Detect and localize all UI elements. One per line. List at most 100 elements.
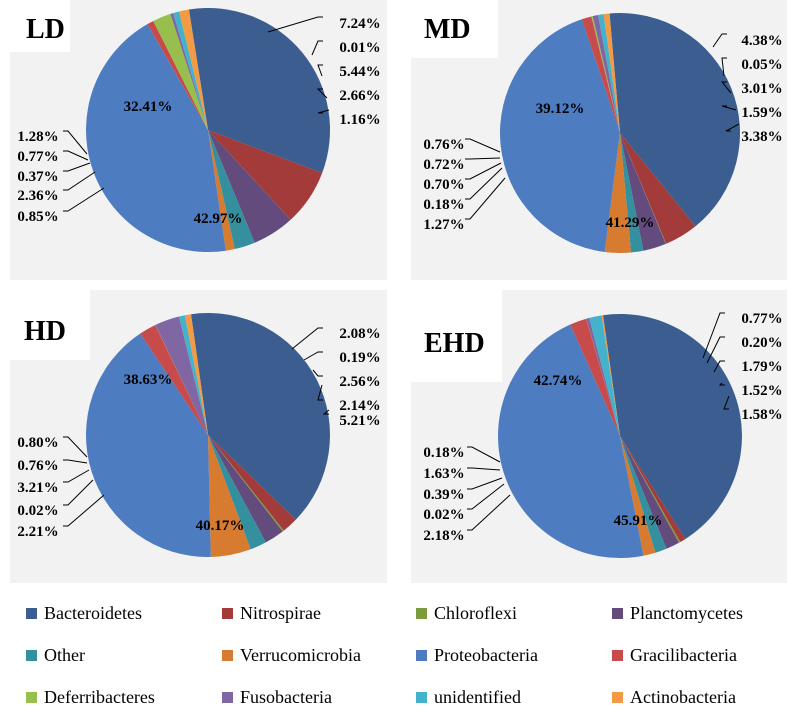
legend-swatch	[222, 650, 233, 661]
pie-slices	[498, 314, 742, 558]
pie-slice-deferribacteres	[586, 318, 620, 436]
leader-line	[291, 327, 323, 350]
slice-label-other: 2.66%	[339, 88, 380, 104]
leader-line	[322, 409, 330, 415]
pie-slice-nitrospirae	[620, 436, 686, 543]
slice-label-nitrospirae: 2.08%	[339, 326, 380, 342]
chart-title: MD	[424, 14, 471, 45]
legend-item-proteobacteria: Proteobacteria	[416, 645, 538, 665]
pie-slice-other	[208, 130, 255, 250]
leader-line	[720, 81, 732, 94]
pie-slice-fusobacteria	[155, 316, 208, 435]
leader-line	[317, 109, 330, 114]
leader-line	[311, 40, 323, 56]
pie-slice-verrucomicrobia	[620, 436, 656, 556]
legend-swatch	[222, 692, 233, 703]
pie-slice-proteobacteria	[498, 324, 644, 558]
pie-slice-gracilibacteria	[570, 318, 620, 436]
pie-slice-other	[208, 435, 266, 550]
slice-label-chloroflexi: 0.20%	[741, 335, 782, 351]
slice-label-planctomycetes: 3.01%	[741, 81, 782, 97]
legend-label: Gracilibacteria	[630, 645, 737, 665]
pie-slice-nitrospirae	[208, 130, 323, 220]
legend-item-chloroflexi: Chloroflexi	[416, 603, 517, 623]
legend-label: Deferribacteres	[44, 687, 155, 707]
pie-slice-nitrospirae	[620, 133, 696, 244]
leader-line	[718, 382, 725, 386]
leader-line	[63, 469, 90, 483]
pie-slice-actinobacteria	[179, 9, 208, 130]
legend-label: Actinobacteria	[630, 687, 736, 707]
pie-slice-verrucomicrobia	[208, 435, 251, 557]
slice-label-proteobacteria: 45.91%	[614, 513, 663, 529]
title-background	[411, 290, 502, 382]
leader-line	[63, 479, 94, 506]
pie-slice-planctomycetes	[620, 133, 666, 251]
leader-line	[725, 123, 740, 132]
pie-slice-planctomycetes	[208, 435, 283, 543]
slice-label-verrucomicrobia: 1.16%	[339, 112, 380, 128]
slice-label-other: 1.52%	[741, 383, 782, 399]
pie-slice-other	[620, 133, 644, 253]
slice-label-verrucomicrobia: 3.38%	[741, 129, 782, 145]
slice-label-gracilibacteria: 0.85%	[17, 209, 58, 225]
legend-label: Bacteroidetes	[44, 603, 142, 623]
pie-panel-hd: HD 38.63% 2.08% 0.19% 2.56% 2.14%5.21% 40.17% 2…	[10, 290, 387, 583]
title-background	[10, 0, 70, 52]
leader-line	[702, 312, 725, 359]
chart-title: LD	[26, 14, 65, 45]
pie-slice-planctomycetes	[208, 130, 291, 243]
legend-label: Verrucomicrobia	[240, 645, 361, 665]
slice-label-nitrospirae: 7.24%	[339, 16, 380, 32]
slice-labels: 39.12% 4.38% 0.05% 3.01% 1.59% 3.38% 41.29% 1.2…	[423, 33, 782, 233]
pie-slice-gracilibacteria	[581, 16, 620, 133]
pie-panel-ld: LD 32.41% 7.24% 0.01% 5.44% 2.66% 1.16% 42.97% 0…	[10, 0, 387, 280]
pie-slice-verrucomicrobia	[604, 133, 632, 254]
pie-slice-actinobacteria	[601, 315, 620, 436]
leader-line	[467, 467, 501, 471]
leader-line	[63, 187, 105, 212]
pie-slices	[85, 313, 331, 558]
slice-label-chloroflexi: 0.01%	[339, 40, 380, 56]
leader-line	[721, 57, 727, 77]
leader-line	[63, 150, 89, 161]
slice-label-verrucomicrobia: 1.58%	[741, 407, 782, 423]
leader-line	[316, 88, 328, 99]
legend: Bacteroidetes Nitrospirae Chloroflexi Planc…	[26, 603, 743, 707]
slice-label-bacteroidetes: 38.63%	[124, 372, 173, 388]
legend-label: Fusobacteria	[240, 687, 332, 707]
pie-slice-unidentified	[179, 315, 208, 435]
legend-item-fusobacteria: Fusobacteria	[222, 687, 332, 707]
leader-line	[465, 162, 502, 180]
legend-item-planctomycetes: Planctomycetes	[612, 603, 743, 623]
legend-swatch	[612, 608, 623, 619]
title-background	[10, 290, 90, 360]
legend-item-gracilibacteria: Gracilibacteria	[612, 645, 737, 665]
leader-line	[63, 494, 105, 527]
slice-label-actinobacteria: 0.76%	[423, 137, 464, 153]
pie-slice-chloroflexi	[620, 133, 667, 244]
slice-label-gracilibacteria: 2.21%	[17, 524, 58, 540]
slice-label-unidentified: 0.77%	[17, 149, 58, 165]
leader-line	[312, 369, 323, 377]
pie-slices	[499, 13, 740, 254]
slice-label-fusobacteria: 0.39%	[423, 487, 464, 503]
leader-line	[317, 64, 323, 77]
pie-slice-fusobacteria	[592, 15, 620, 133]
pie-slice-chloroflexi	[208, 130, 291, 220]
slice-label-proteobacteria: 40.17%	[196, 518, 245, 534]
pie-slice-fusobacteria	[170, 13, 208, 130]
pie-slice-bacteroidetes	[609, 13, 740, 227]
legend-label: Other	[44, 645, 85, 665]
leader-line	[465, 167, 503, 200]
pie-panel-md: MD 39.12% 4.38% 0.05% 3.01% 1.59% 3.38% 41.29% 1…	[411, 0, 787, 280]
legend-swatch	[612, 692, 623, 703]
leader-line	[723, 395, 730, 410]
leader-line	[706, 336, 725, 364]
leader-line	[63, 162, 91, 172]
slice-label-bacteroidetes: 32.41%	[124, 99, 173, 115]
pie-slice-bacteroidetes	[191, 313, 331, 520]
slice-label-chloroflexi: 0.05%	[741, 57, 782, 73]
slice-label-gracilibacteria: 2.18%	[423, 528, 464, 544]
